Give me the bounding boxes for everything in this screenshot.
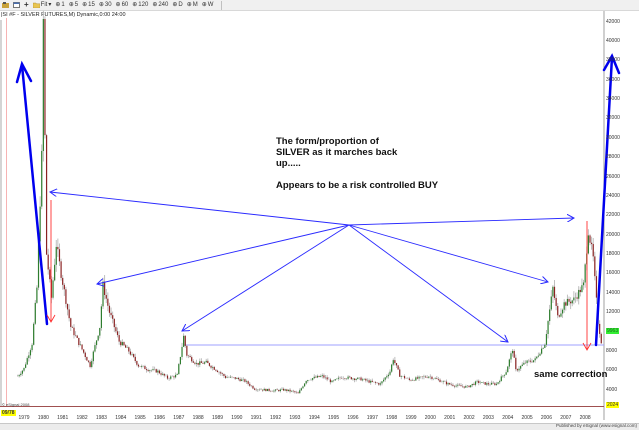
interval-5-button[interactable]: ⊕ 5 (68, 2, 79, 8)
y-tick-label: 38000 (606, 57, 620, 64)
x-tick-label: 2004 (502, 415, 514, 421)
x-tick-label: 1988 (192, 415, 204, 421)
interval-60-button[interactable]: ⊕ 60 (115, 2, 129, 8)
chart-properties-button[interactable] (2, 2, 9, 8)
add-button[interactable]: + (24, 1, 29, 9)
annotation-main-text: The form/proportion of SILVER as it marc… (276, 136, 439, 191)
clock-icon: ⊕ (152, 2, 158, 8)
x-tick-label: 1982 (76, 415, 88, 421)
annotation-correction-text: same correction (534, 369, 608, 380)
start-date-badge: 09/78 (1, 410, 16, 416)
interval-1-button[interactable]: ⊕ 1 (55, 2, 65, 8)
y-tick-label: 4000 (606, 386, 618, 393)
clock-icon: ⊕ (55, 2, 61, 8)
window-button[interactable] (13, 2, 20, 8)
y-tick-label: 42000 (606, 18, 620, 25)
toolbar-divider (221, 0, 223, 10)
x-tick-label: 1996 (347, 415, 359, 421)
clock-icon: ⊕ (115, 2, 121, 8)
candlestick-series (16, 10, 602, 394)
x-tick-label: 1987 (173, 415, 185, 421)
interval-30-button[interactable]: ⊕ 30 (98, 2, 112, 8)
window-icon (13, 2, 20, 8)
x-tick-label: 2000 (424, 415, 436, 421)
x-tick-label: 1989 (211, 415, 224, 421)
clock-icon: ⊕ (132, 2, 138, 8)
y-axis-bottom-label: 2024 (606, 402, 620, 408)
interval-15-button[interactable]: ⊕ 15 (82, 2, 95, 8)
y-tick-label: 34000 (606, 96, 620, 103)
y-tick-label: 12000 (606, 309, 620, 316)
red-down-arrow-left (46, 200, 56, 323)
x-tick-label: 1990 (231, 415, 243, 421)
add-icon: + (24, 0, 29, 9)
annotation-arrows (50, 192, 574, 342)
x-tick-label: 1983 (95, 415, 107, 421)
x-tick-label: 2007 (560, 415, 572, 421)
y-tick-label: 32000 (606, 115, 620, 122)
x-tick-label: 2006 (540, 415, 552, 421)
toolbar: + Fit ▾ ⊕ 1 ⊕ 5 ⊕ 15 ⊕ 30 ⊕ 60 ⊕ 120 ⊕ 240 ⊕ D ⊕… (0, 0, 639, 11)
interval-daily-button[interactable]: ⊕ D (172, 2, 183, 8)
thick-up-arrow-right (594, 53, 621, 347)
x-tick-label: 1998 (386, 415, 398, 421)
folder-icon (32, 2, 40, 8)
y-tick-label: 6000 (606, 367, 618, 374)
chart-properties-icon (2, 2, 9, 8)
status-bar (0, 423, 639, 430)
clock-icon: ⊕ (68, 2, 74, 8)
y-tick-label: 24000 (606, 192, 620, 199)
y-tick-label: 20000 (606, 231, 620, 238)
y-tick-label: 30000 (606, 134, 620, 141)
x-tick-label: 1985 (134, 415, 146, 421)
copyright-text: © eSignal 2008 (2, 402, 30, 407)
x-tick-label: 1986 (153, 415, 165, 421)
x-tick-label: 1994 (308, 415, 320, 421)
current-price-label: 9963 (606, 328, 620, 334)
clock-icon: ⊕ (98, 2, 104, 8)
x-tick-label: 1993 (289, 415, 301, 421)
y-tick-label: 16000 (606, 270, 620, 277)
x-tick-label: 2001 (444, 415, 456, 421)
interval-120-button[interactable]: ⊕ 120 (132, 2, 149, 8)
x-tick-label: 1981 (57, 415, 69, 421)
interval-240-button[interactable]: ⊕ 240 (152, 2, 169, 8)
clock-icon: ⊕ (201, 2, 207, 8)
y-tick-label: 40000 (606, 37, 620, 44)
x-tick-label: 1992 (269, 415, 282, 421)
y-tick-label: 28000 (606, 154, 620, 161)
x-tick-label: 1979 (18, 415, 30, 421)
y-tick-label: 36000 (606, 76, 620, 83)
interval-weekly-button[interactable]: ⊕ W (201, 2, 214, 8)
x-tick-label: 1984 (115, 415, 127, 421)
y-tick-label: 22000 (606, 212, 620, 219)
x-tick-label: 1991 (250, 415, 262, 421)
x-tick-label: 1999 (405, 415, 417, 421)
fit-button[interactable]: Fit ▾ (32, 2, 52, 8)
x-tick-label: 2008 (579, 415, 591, 421)
clock-icon: ⊕ (186, 2, 192, 8)
x-tick-label: 2005 (521, 415, 533, 421)
x-tick-label: 2003 (482, 415, 494, 421)
clock-icon: ⊕ (82, 2, 88, 8)
thick-up-arrow-left (15, 60, 49, 326)
x-tick-label: 1980 (37, 415, 49, 421)
x-tick-label: 1997 (366, 415, 378, 421)
chart-title: |SI #F - SILVER FUTURES,M) Dynamic,0:00 … (1, 12, 126, 18)
x-tick-label: 1995 (328, 415, 340, 421)
dropdown-icon: ▾ (48, 2, 52, 8)
x-tick-label: 2002 (463, 415, 475, 421)
y-tick-label: 14000 (606, 289, 620, 296)
interval-monthly-button[interactable]: ⊕ M (186, 2, 198, 8)
y-tick-label: 18000 (606, 251, 620, 258)
published-by-text: Published by eSignal (www.esignal.com) (555, 423, 637, 428)
y-tick-label: 26000 (606, 173, 620, 180)
red-down-arrow-right (582, 221, 592, 351)
y-tick-label: 8000 (606, 348, 618, 354)
clock-icon: ⊕ (172, 2, 178, 8)
